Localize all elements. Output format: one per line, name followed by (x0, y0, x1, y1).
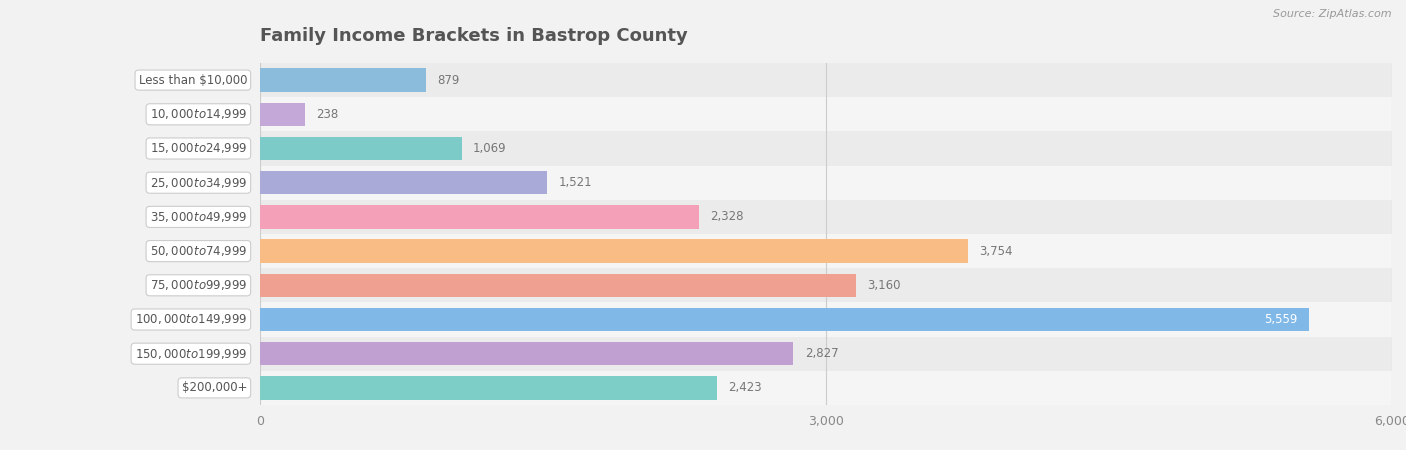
Text: Family Income Brackets in Bastrop County: Family Income Brackets in Bastrop County (260, 27, 688, 45)
Bar (260, 371, 1392, 405)
Bar (260, 302, 1392, 337)
Text: $15,000 to $24,999: $15,000 to $24,999 (149, 141, 247, 156)
Bar (260, 137, 461, 160)
Bar (260, 63, 1392, 97)
Text: $35,000 to $49,999: $35,000 to $49,999 (149, 210, 247, 224)
Text: 879: 879 (437, 74, 460, 86)
Text: 5,559: 5,559 (1264, 313, 1298, 326)
Text: $75,000 to $99,999: $75,000 to $99,999 (149, 278, 247, 293)
Bar (260, 337, 1392, 371)
Bar (260, 274, 856, 297)
Text: Less than $10,000: Less than $10,000 (139, 74, 247, 86)
Bar (260, 200, 1392, 234)
Bar (260, 68, 426, 92)
Text: 2,423: 2,423 (728, 382, 762, 394)
Bar (260, 97, 1392, 131)
Text: 2,827: 2,827 (804, 347, 838, 360)
Bar (260, 166, 1392, 200)
Text: $50,000 to $74,999: $50,000 to $74,999 (149, 244, 247, 258)
Bar (260, 171, 547, 194)
Bar (260, 268, 1392, 302)
Bar (260, 103, 305, 126)
Text: 238: 238 (316, 108, 339, 121)
Bar (260, 308, 1309, 331)
Text: $25,000 to $34,999: $25,000 to $34,999 (149, 176, 247, 190)
Text: $200,000+: $200,000+ (181, 382, 247, 394)
Text: 3,160: 3,160 (868, 279, 901, 292)
Bar (260, 234, 1392, 268)
Bar (260, 376, 717, 400)
Text: Source: ZipAtlas.com: Source: ZipAtlas.com (1274, 9, 1392, 19)
Bar (260, 342, 793, 365)
Text: 1,069: 1,069 (472, 142, 506, 155)
Bar (260, 205, 699, 229)
Text: $10,000 to $14,999: $10,000 to $14,999 (149, 107, 247, 122)
Text: 2,328: 2,328 (710, 211, 744, 223)
Text: 3,754: 3,754 (980, 245, 1014, 257)
Text: 1,521: 1,521 (558, 176, 592, 189)
Text: $100,000 to $149,999: $100,000 to $149,999 (135, 312, 247, 327)
Text: $150,000 to $199,999: $150,000 to $199,999 (135, 346, 247, 361)
Bar (260, 131, 1392, 166)
Bar (260, 239, 969, 263)
